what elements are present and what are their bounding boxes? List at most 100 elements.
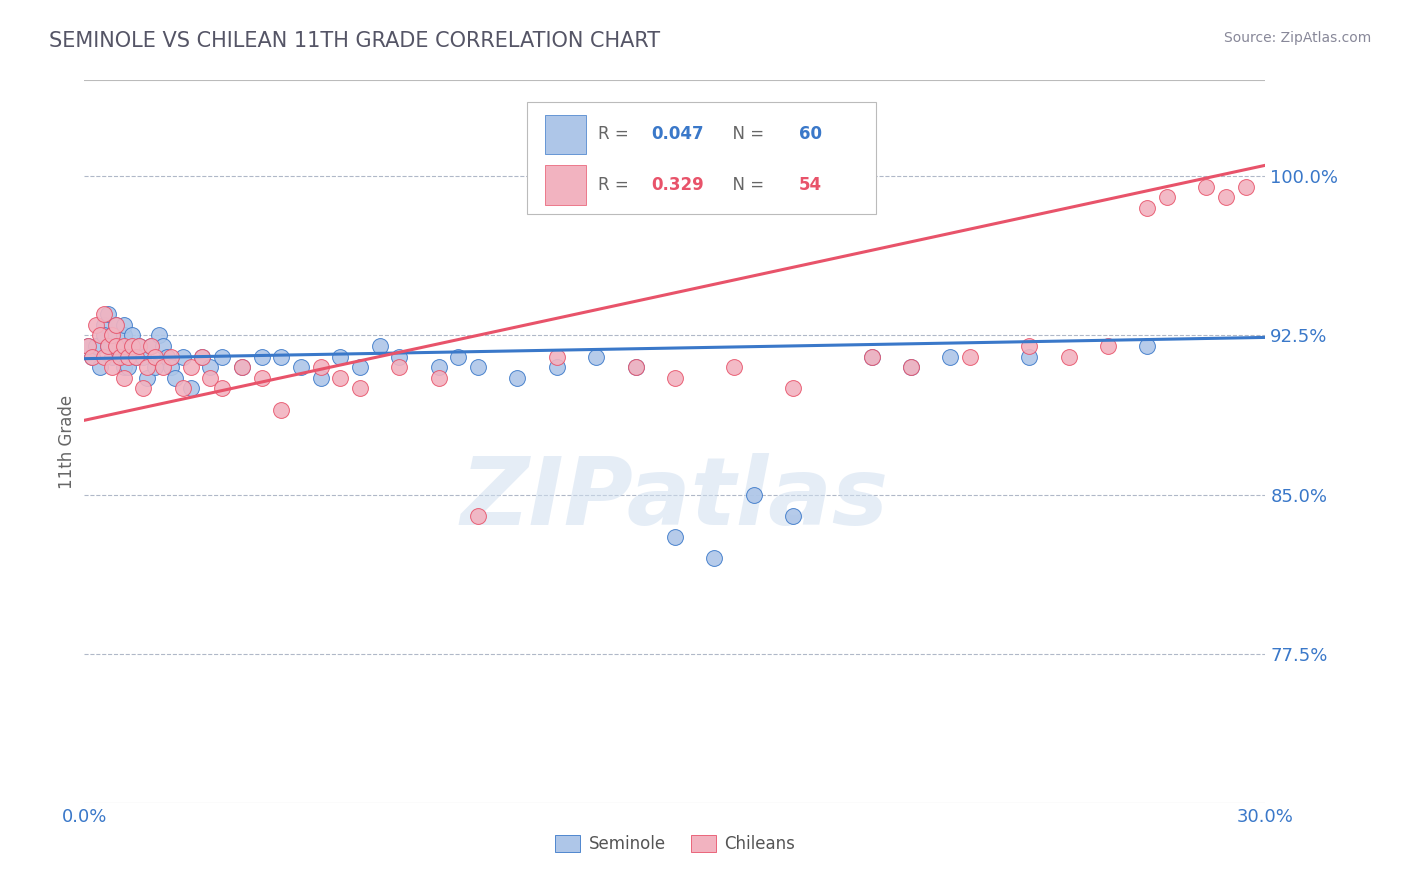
Text: SEMINOLE VS CHILEAN 11TH GRADE CORRELATION CHART: SEMINOLE VS CHILEAN 11TH GRADE CORRELATI…: [49, 31, 661, 51]
Point: [388, 360, 411, 375]
Point: [128, 339, 150, 353]
Point: [143, 350, 166, 364]
Point: [585, 350, 607, 364]
Point: [112, 318, 135, 332]
Y-axis label: 11th Grade: 11th Grade: [58, 394, 76, 489]
Point: [124, 350, 146, 364]
Point: [1195, 179, 1218, 194]
Point: [97, 307, 120, 321]
Point: [309, 360, 332, 375]
Point: [104, 339, 127, 353]
Point: [101, 360, 124, 375]
Point: [1018, 350, 1040, 364]
Point: [1156, 190, 1178, 204]
Point: [782, 508, 804, 523]
Point: [447, 350, 470, 364]
Point: [89, 328, 111, 343]
Point: [546, 360, 568, 375]
Point: [112, 328, 135, 343]
Point: [664, 530, 686, 544]
Point: [1097, 339, 1119, 353]
Point: [104, 339, 127, 353]
Point: [143, 360, 166, 375]
Point: [93, 328, 115, 343]
Point: [104, 318, 127, 332]
Point: [467, 360, 489, 375]
Point: [84, 339, 107, 353]
Point: [77, 339, 100, 353]
Point: [427, 371, 450, 385]
Point: [132, 350, 155, 364]
Text: 0.329: 0.329: [651, 176, 704, 194]
Point: [959, 350, 981, 364]
Point: [231, 360, 253, 375]
Legend: Seminole, Chileans: Seminole, Chileans: [548, 828, 801, 860]
Point: [427, 360, 450, 375]
Point: [329, 350, 352, 364]
Point: [1057, 350, 1080, 364]
Point: [136, 360, 159, 375]
Point: [93, 318, 115, 332]
Point: [506, 371, 529, 385]
Point: [101, 350, 124, 364]
Bar: [546, 165, 586, 205]
Point: [200, 360, 222, 375]
Point: [121, 328, 143, 343]
Point: [172, 350, 194, 364]
Point: [1215, 190, 1237, 204]
Point: [368, 339, 391, 353]
Point: [84, 318, 107, 332]
Point: [89, 360, 111, 375]
Text: N =: N =: [723, 176, 769, 194]
Point: [97, 339, 120, 353]
Text: R =: R =: [598, 176, 634, 194]
Point: [211, 381, 233, 395]
Point: [388, 350, 411, 364]
Text: N =: N =: [723, 126, 769, 144]
Text: R =: R =: [598, 126, 634, 144]
Point: [624, 360, 647, 375]
Point: [900, 360, 922, 375]
Point: [148, 328, 170, 343]
Point: [141, 339, 163, 353]
Point: [132, 381, 155, 395]
Point: [108, 339, 131, 353]
Point: [349, 381, 371, 395]
Point: [160, 360, 183, 375]
Point: [309, 371, 332, 385]
Point: [180, 381, 202, 395]
Point: [101, 328, 124, 343]
Point: [77, 339, 100, 353]
Point: [703, 551, 725, 566]
Point: [467, 508, 489, 523]
Point: [860, 350, 883, 364]
Point: [290, 360, 312, 375]
Point: [104, 318, 127, 332]
Point: [664, 371, 686, 385]
Point: [270, 402, 292, 417]
FancyBboxPatch shape: [527, 102, 876, 214]
Point: [117, 360, 139, 375]
Point: [112, 360, 135, 375]
Point: [108, 350, 131, 364]
Point: [1136, 339, 1159, 353]
Point: [723, 360, 745, 375]
Point: [624, 360, 647, 375]
Text: 54: 54: [799, 176, 823, 194]
Point: [211, 350, 233, 364]
Point: [250, 350, 273, 364]
Point: [82, 350, 104, 364]
Point: [1234, 179, 1257, 194]
Point: [124, 350, 146, 364]
Point: [329, 371, 352, 385]
Text: 0.047: 0.047: [651, 126, 704, 144]
Point: [101, 328, 124, 343]
Point: [1136, 201, 1159, 215]
Point: [152, 360, 174, 375]
Text: Source: ZipAtlas.com: Source: ZipAtlas.com: [1223, 31, 1371, 45]
Point: [136, 371, 159, 385]
Point: [93, 350, 115, 364]
Point: [939, 350, 962, 364]
Text: ZIPatlas: ZIPatlas: [461, 453, 889, 545]
Point: [82, 350, 104, 364]
